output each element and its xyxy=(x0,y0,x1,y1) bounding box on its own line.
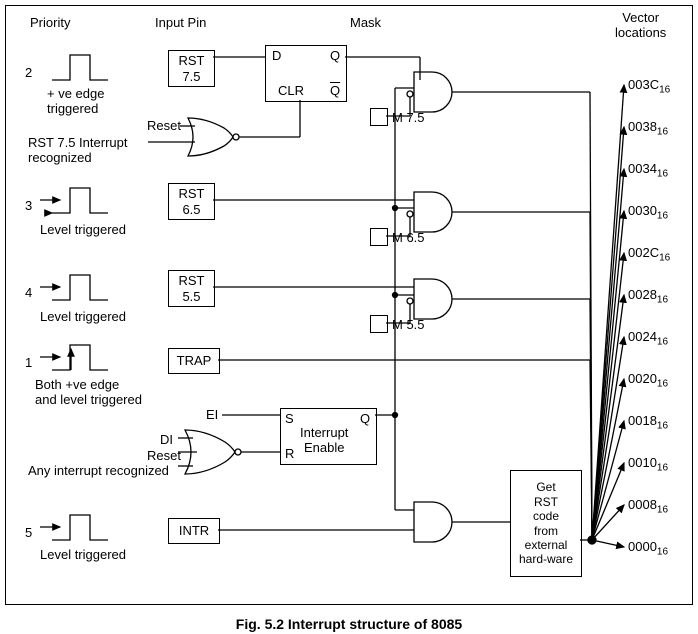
hdr-mask: Mask xyxy=(350,15,381,30)
vector-0000: 000016 xyxy=(628,539,668,558)
get-rst-box: Get RST code from external hard-ware xyxy=(510,470,582,577)
mask-lbl-55: M 5.5 xyxy=(392,317,425,332)
trig-intr: Level triggered xyxy=(40,547,126,562)
figure-caption: Fig. 5.2 Interrupt structure of 8085 xyxy=(0,616,698,632)
hdr-input-pin: Input Pin xyxy=(155,15,206,30)
trig-rst75: + ve edge triggered xyxy=(47,86,104,116)
lbl-di: DI xyxy=(160,432,173,447)
trig-rst55: Level triggered xyxy=(40,309,126,324)
lbl-reset2: Reset xyxy=(147,448,181,463)
pin-intr: INTR xyxy=(168,518,220,544)
vector-0030: 003016 xyxy=(628,203,668,222)
pin-rst55: RST 5.5 xyxy=(168,270,215,307)
vector-002C: 002C16 xyxy=(628,245,670,264)
pin-trap: TRAP xyxy=(168,348,220,374)
trig-rst65: Level triggered xyxy=(40,222,126,237)
lbl-ei: EI xyxy=(206,407,218,422)
priority-4: 4 xyxy=(25,285,32,300)
ie-q: Q xyxy=(360,411,370,426)
ie-r: R xyxy=(285,446,294,461)
ie-s: S xyxy=(285,411,294,426)
vector-0028: 002816 xyxy=(628,287,668,306)
lbl-reset: Reset xyxy=(147,118,181,133)
pin-rst75: RST 7.5 xyxy=(168,50,215,87)
trig-trap: Both +ve edge and level triggered xyxy=(35,377,142,407)
ff-q: Q xyxy=(330,48,340,63)
pin-rst65: RST 6.5 xyxy=(168,183,215,220)
priority-5: 5 xyxy=(25,525,32,540)
lbl-any-int: Any interrupt recognized xyxy=(28,463,169,478)
ff-clr: CLR xyxy=(278,83,304,98)
ff-d: D xyxy=(272,48,281,63)
mask-lbl-65: M 6.5 xyxy=(392,230,425,245)
ie-label: Interrupt Enable xyxy=(300,425,348,455)
vector-003C: 003C16 xyxy=(628,77,670,96)
vector-0034: 003416 xyxy=(628,161,668,180)
mask-box-75 xyxy=(370,108,388,126)
lbl-rst75-int: RST 7.5 Interrupt recognized xyxy=(28,135,127,165)
vector-0018: 001816 xyxy=(628,413,668,432)
priority-1: 1 xyxy=(25,355,32,370)
ff-qbar: Q xyxy=(330,83,340,98)
hdr-vectors: Vector locations xyxy=(615,10,666,40)
vector-0038: 003816 xyxy=(628,119,668,138)
mask-box-65 xyxy=(370,228,388,246)
mask-lbl-75: M 7.5 xyxy=(392,110,425,125)
vector-0008: 000816 xyxy=(628,497,668,516)
mask-box-55 xyxy=(370,315,388,333)
vector-0010: 001016 xyxy=(628,455,668,474)
priority-3: 3 xyxy=(25,198,32,213)
outer-frame xyxy=(5,5,693,605)
vector-0024: 002416 xyxy=(628,329,668,348)
hdr-priority: Priority xyxy=(30,15,70,30)
diagram-canvas: Priority Input Pin Mask Vector locations… xyxy=(0,0,698,634)
priority-2: 2 xyxy=(25,65,32,80)
vector-0020: 002016 xyxy=(628,371,668,390)
